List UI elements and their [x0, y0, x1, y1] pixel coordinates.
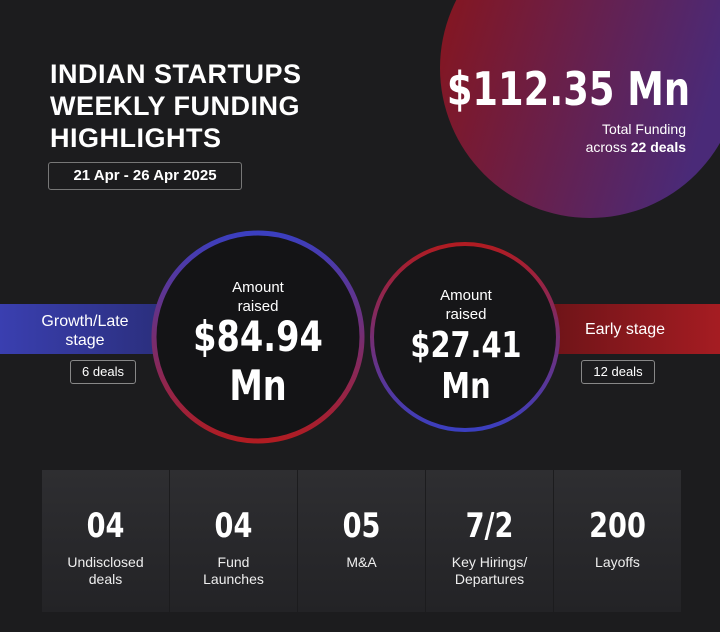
early-band	[550, 304, 720, 354]
early-deals: 12 deals	[581, 360, 655, 384]
total-label: Total Funding across 22 deals	[586, 120, 686, 156]
stat-label: Layoffs	[595, 554, 640, 570]
early-label: Early stage	[584, 321, 666, 338]
growth-amount-label: Amount raised	[198, 278, 318, 316]
growth-circle	[151, 230, 365, 444]
stat-value: 04	[86, 506, 125, 546]
total-deals: 22 deals	[630, 139, 686, 155]
amount-label-line: raised	[445, 306, 487, 323]
title-line: WEEKLY FUNDING	[50, 91, 301, 121]
early-circle	[370, 242, 560, 432]
stat-value: 200	[589, 506, 646, 546]
growth-amount: $84.94 Mn	[193, 312, 323, 410]
stat-label: Key Hirings/	[451, 554, 528, 570]
growth-band	[0, 304, 170, 354]
total-amount: $112.35 Mn	[446, 62, 690, 116]
early-amount-label: Amount raised	[406, 286, 526, 324]
amount-label-line: Amount	[440, 287, 492, 304]
growth-label: Growth/Late stage	[20, 312, 150, 350]
stat-label: Fund	[217, 554, 250, 570]
title-line: INDIAN STARTUPS	[50, 59, 302, 89]
stat-value: 7/2	[465, 506, 514, 546]
stat-value: 04	[214, 506, 253, 546]
stat-label: M&A	[346, 554, 377, 570]
growth-label-line: stage	[65, 332, 105, 349]
stat-label: deals	[88, 571, 123, 587]
stat-label: Launches	[203, 571, 264, 587]
stat-value: 05	[342, 506, 381, 546]
amount-label-line: raised	[237, 298, 279, 315]
date-range: 21 Apr - 26 Apr 2025	[48, 162, 242, 190]
title: INDIAN STARTUPS WEEKLY FUNDING HIGHLIGHT…	[50, 58, 302, 154]
across: across	[585, 139, 627, 155]
total-circle	[440, 0, 720, 218]
stat-label: Undisclosed	[67, 554, 144, 570]
total-deals-line: across 22 deals	[586, 138, 686, 156]
title-line: HIGHLIGHTS	[50, 123, 222, 153]
early-amount: $27.41 Mn	[410, 325, 522, 407]
amount-label-line: Amount	[232, 279, 284, 296]
growth-deals: 6 deals	[70, 360, 136, 384]
total-funding: Total Funding	[601, 121, 686, 137]
growth-label-line: Growth/Late	[41, 313, 129, 330]
stat-label: Departures	[454, 571, 525, 587]
stat-cards	[42, 470, 681, 612]
